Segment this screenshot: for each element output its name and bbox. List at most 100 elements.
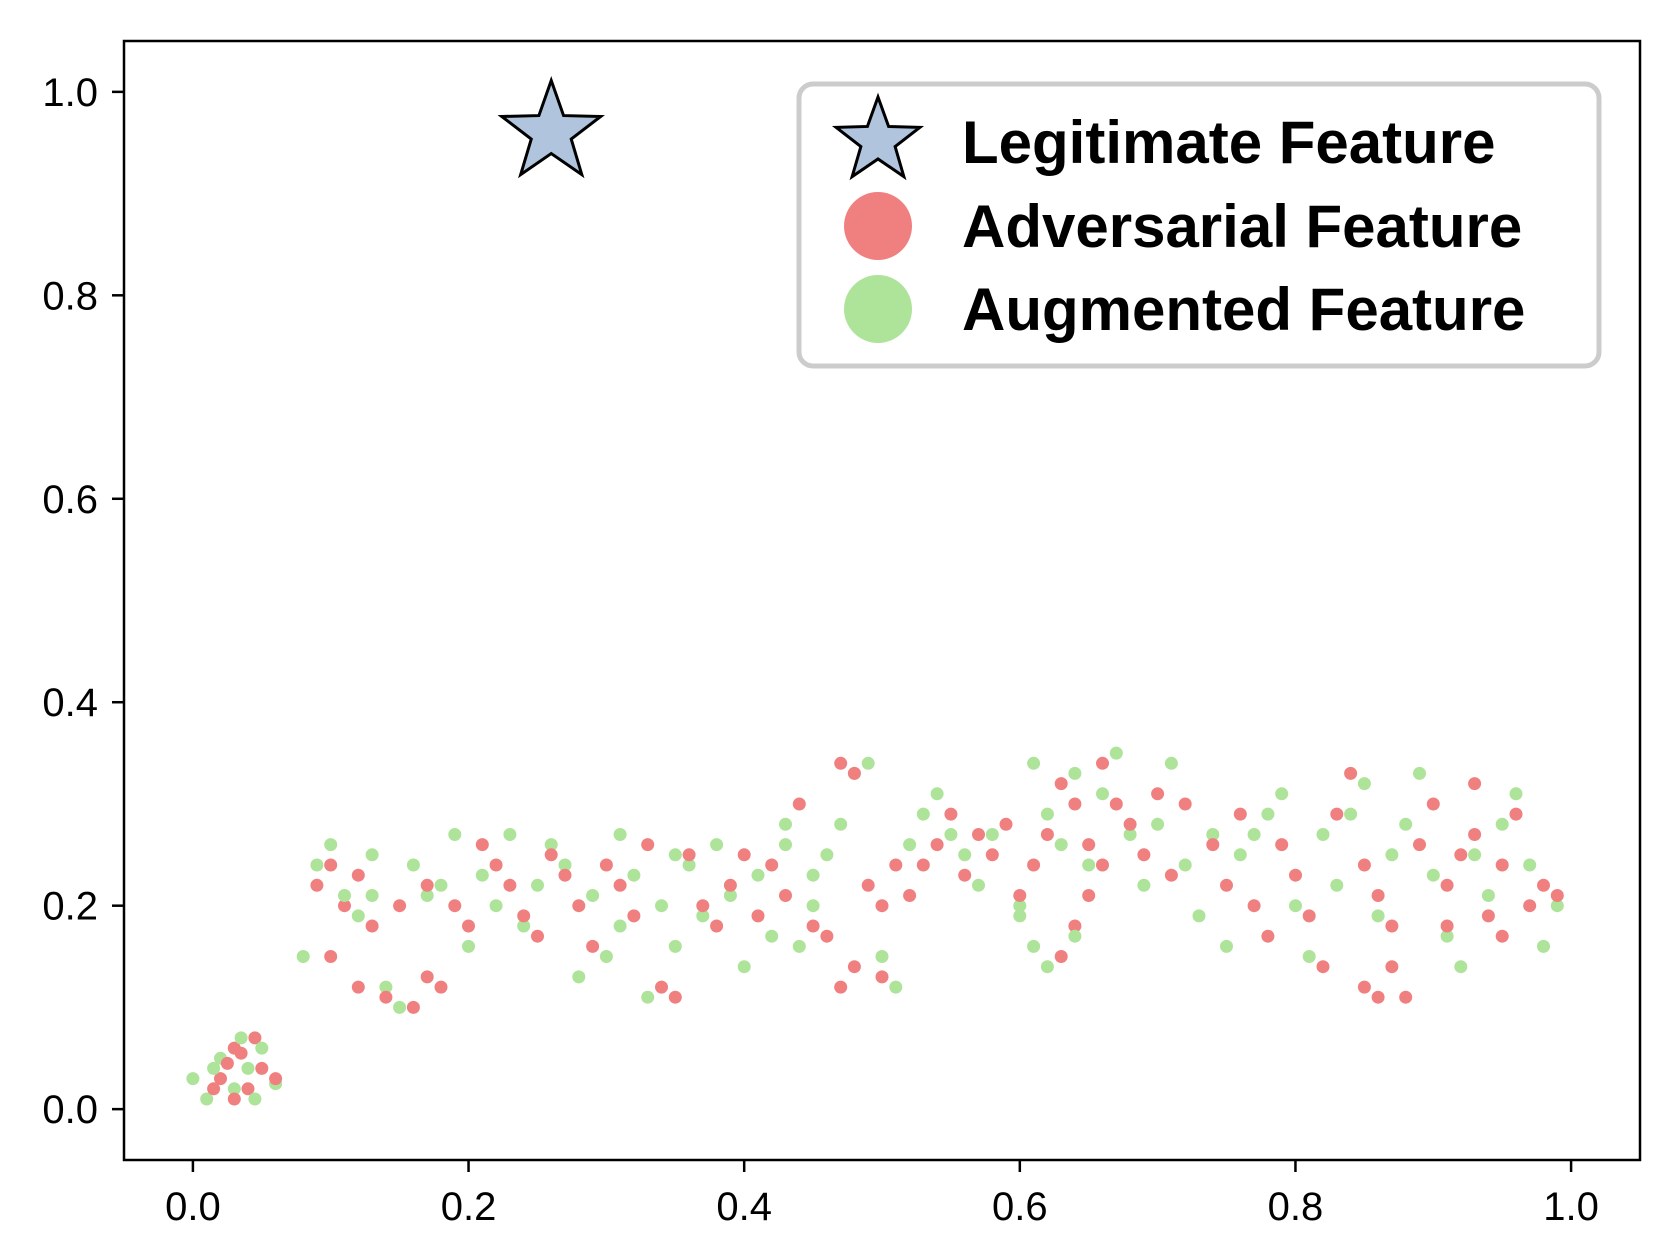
adversarial-point [1164, 868, 1178, 882]
augmented-point [503, 828, 517, 841]
adversarial-point [599, 858, 613, 872]
augmented-point [1275, 787, 1289, 801]
adversarial-point [875, 899, 889, 913]
augmented-point [393, 1000, 407, 1014]
augmented-point [1082, 858, 1096, 872]
adversarial-point [751, 909, 765, 923]
augmented-point [1233, 848, 1247, 862]
augmented-point [958, 848, 972, 862]
adversarial-point [269, 1072, 283, 1086]
adversarial-point [1399, 990, 1413, 1004]
augmented-point [544, 838, 558, 852]
adversarial-point [1206, 838, 1220, 852]
adversarial-point [1385, 919, 1399, 933]
adversarial-point [1123, 817, 1137, 831]
adversarial-point [1233, 807, 1247, 821]
augmented-point [365, 889, 379, 902]
adversarial-point [655, 980, 668, 994]
x-tick-label: 0.8 [1268, 1185, 1324, 1229]
adversarial-point [779, 889, 792, 902]
adversarial-point [765, 858, 779, 872]
augmented-point [916, 807, 930, 821]
adversarial-point [558, 868, 572, 882]
adversarial-point [234, 1046, 248, 1060]
augmented-point [1220, 939, 1233, 953]
augmented-point [1399, 817, 1413, 831]
augmented-point [186, 1072, 200, 1086]
adversarial-point [930, 838, 944, 852]
augmented-point [655, 899, 668, 913]
adversarial-point [1385, 960, 1399, 974]
augmented-point [889, 980, 903, 994]
adversarial-point [1454, 848, 1468, 862]
augmented-point [365, 848, 379, 862]
adversarial-point [1316, 960, 1330, 974]
augmented-point [1440, 929, 1454, 943]
augmented-point [696, 909, 710, 923]
adversarial-point [1302, 909, 1316, 923]
augmented-point [710, 838, 724, 852]
adversarial-point [792, 797, 806, 811]
augmented-point [1040, 807, 1054, 821]
augmented-point [1109, 746, 1123, 760]
x-tick-label: 0.2 [441, 1185, 497, 1229]
y-tick-label: 0.8 [42, 274, 98, 318]
adversarial-point [420, 878, 434, 892]
adversarial-point [1068, 797, 1082, 811]
adversarial-point [1082, 889, 1096, 902]
adversarial-point [214, 1072, 227, 1086]
augmented-point [324, 838, 338, 852]
adversarial-point [723, 878, 737, 892]
adversarial-point [710, 919, 724, 933]
y-tick-label: 0.0 [42, 1088, 98, 1132]
adversarial-point [1509, 807, 1523, 821]
adversarial-point [1247, 899, 1261, 913]
augmented-point [586, 889, 600, 902]
adversarial-point [220, 1056, 234, 1070]
augmented-point [1330, 878, 1344, 892]
adversarial-point [806, 919, 820, 933]
augmented-point [1371, 909, 1385, 923]
adversarial-point [248, 1031, 262, 1045]
augmented-point [248, 1092, 262, 1106]
adversarial-point [1068, 919, 1082, 933]
adversarial-point [1096, 756, 1109, 770]
adversarial-point [820, 929, 834, 943]
adversarial-point [255, 1061, 269, 1075]
augmented-point [806, 899, 820, 913]
augmented-point [599, 950, 613, 963]
augmented-point [227, 1082, 241, 1096]
augmented-point [1151, 817, 1165, 831]
augmented-point [1523, 858, 1537, 872]
augmented-point [207, 1061, 221, 1075]
adversarial-point [972, 828, 985, 841]
augmented-point [572, 970, 586, 984]
adversarial-point [1371, 990, 1385, 1004]
plot-frame [122, 39, 1642, 1162]
augmented-point [1164, 756, 1178, 770]
augmented-point [613, 828, 627, 841]
augmented-point [627, 868, 641, 882]
augmented-point [751, 868, 765, 882]
augmented-point [1068, 766, 1082, 780]
augmented-point [1013, 899, 1027, 913]
y-tick-label: 0.6 [42, 478, 98, 522]
augmented-point [1385, 848, 1399, 862]
adversarial-point [448, 899, 462, 913]
adversarial-point [1109, 797, 1123, 811]
augmented-point [765, 929, 779, 943]
adversarial-point [1413, 838, 1426, 852]
adversarial-point [958, 868, 972, 882]
adversarial-point [613, 878, 627, 892]
augmented-point [820, 848, 834, 862]
adversarial-point [544, 848, 558, 862]
augmented-point [972, 878, 985, 892]
augmented-point [613, 919, 627, 933]
adversarial-point [1371, 889, 1385, 902]
augmented-point [641, 990, 655, 1004]
adversarial-point [351, 980, 365, 994]
adversarial-point [1440, 919, 1454, 933]
augmented-point [1261, 807, 1275, 821]
augmented-point [1316, 828, 1330, 841]
adversarial-point [696, 899, 710, 913]
